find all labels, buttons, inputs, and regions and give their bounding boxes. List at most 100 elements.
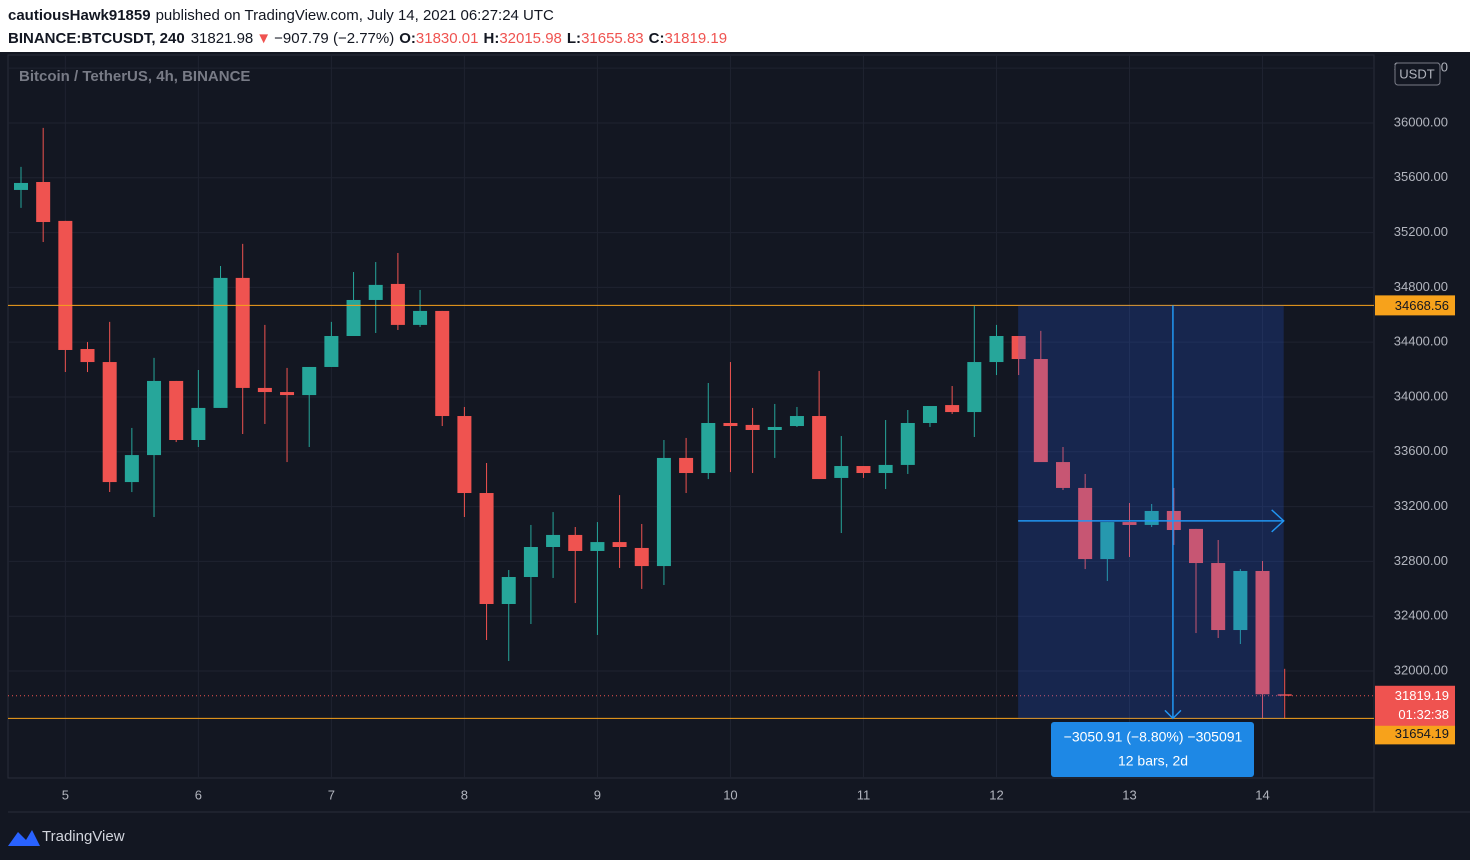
candle-body: [1277, 694, 1292, 696]
candle-body: [147, 380, 162, 456]
y-tick-label: 34800.00: [1394, 279, 1448, 294]
candle-body: [36, 182, 51, 223]
candle-body: [767, 426, 782, 430]
candle-body: [568, 534, 583, 551]
candle-body: [191, 407, 206, 440]
y-tick-label: 32800.00: [1394, 553, 1448, 568]
logo-mark: [8, 830, 40, 846]
candle-body: [834, 466, 849, 478]
countdown: 01:32:38: [1398, 707, 1449, 722]
candle-body: [14, 182, 28, 190]
candle-body: [1233, 570, 1248, 631]
candle-body: [590, 542, 605, 551]
candle-body: [634, 547, 649, 567]
publisher: cautiousHawk91859: [8, 7, 151, 24]
candle-body: [235, 277, 250, 388]
candle-body: [280, 392, 295, 396]
candle-body: [612, 542, 627, 548]
candle-body: [967, 362, 982, 413]
open: 31830.01: [416, 30, 479, 47]
x-tick-label: 12: [989, 787, 1003, 802]
candle-body: [701, 423, 716, 474]
grid: 32000.00 32400.00 32800.00 33200.00 33600.00…: [8, 55, 1448, 802]
measure-arrowhead-v: [1164, 709, 1182, 720]
candle-body: [1189, 528, 1204, 564]
pane-title: Bitcoin / TetherUS, 4h, BINANCE: [19, 68, 250, 85]
x-tick-label: 7: [328, 787, 335, 802]
candle-body: [945, 405, 960, 413]
candle-body: [656, 457, 671, 567]
x-tick-label: 6: [195, 787, 202, 802]
candle-body: [302, 366, 317, 396]
close: 31819.19: [664, 30, 727, 47]
y-tick-label: 32400.00: [1394, 608, 1448, 623]
candle-body: [546, 534, 561, 548]
high-label: H:: [483, 30, 499, 47]
candle-body: [723, 423, 738, 427]
candle-body: [501, 577, 516, 604]
arrow: ▼: [256, 30, 271, 47]
level-tag: [1375, 724, 1455, 745]
y-tick-label: 36000.00: [1394, 114, 1448, 129]
candle-body: [523, 547, 538, 578]
close-label: C:: [649, 30, 665, 47]
candle-body: [257, 387, 272, 393]
candle-body: [789, 416, 804, 427]
candle-body: [213, 277, 228, 408]
pane: [7, 54, 1375, 779]
candle-body: [900, 423, 915, 465]
candle-body: [80, 349, 95, 363]
candle-body: [346, 299, 361, 337]
candle-body: [1122, 522, 1137, 525]
level-tag: [1375, 295, 1455, 316]
currency-tag: [1394, 62, 1441, 86]
measure-span: 12 bars, 2d: [1118, 753, 1188, 769]
low: 31655.83: [581, 30, 644, 47]
x-tick-label: 5: [62, 787, 69, 802]
measure-box: [1018, 305, 1284, 719]
candle-body: [1100, 522, 1115, 560]
x-tick-label: 10: [723, 787, 737, 802]
candle-body: [922, 406, 937, 424]
y-tick-label: 34000.00: [1394, 388, 1448, 403]
candle-body: [745, 424, 760, 430]
y-tick-label: 33200.00: [1394, 498, 1448, 513]
brand: TradingView: [42, 828, 125, 845]
candle-body: [435, 310, 450, 417]
candle-body: [457, 416, 472, 494]
candle-body: [413, 310, 428, 325]
candle-body: [878, 464, 893, 474]
y-tick-label: 32000.00: [1394, 662, 1448, 677]
currency: USDT: [1399, 66, 1434, 81]
candle-body: [1078, 487, 1093, 560]
candle-body: [479, 493, 494, 604]
header-bg: [0, 0, 1470, 52]
x-tick-label: 11: [857, 787, 871, 802]
candle-body: [324, 336, 339, 367]
measure-arrowhead-h: [1271, 509, 1285, 533]
y-tick-label: 33600.00: [1394, 443, 1448, 458]
y-tick-label: 34400.00: [1394, 334, 1448, 349]
candle-body: [1255, 570, 1270, 695]
candle-body: [679, 457, 694, 474]
x-tick-label: 9: [594, 787, 601, 802]
overlay: −3050.91 (−8.80%) −305091 12 bars, 2d USDT…: [8, 62, 1455, 777]
candle-body: [1211, 563, 1226, 631]
candle-body: [1055, 462, 1070, 488]
candles: [14, 127, 1292, 719]
level-label: 34668.56: [1395, 298, 1449, 313]
measure-change: −3050.91 (−8.80%) −305091: [1064, 729, 1243, 745]
last-price-label: 31819.19: [1395, 688, 1449, 703]
published: published on TradingView.com, July 14, 2…: [156, 7, 554, 24]
candle-body: [102, 362, 117, 483]
quote-line: BINANCE:BTCUSDT, 240 31821.98 ▼ −907.79 (−2…: [8, 30, 727, 47]
candle-body: [856, 466, 871, 474]
measure-label-bg: [1051, 722, 1254, 777]
price: 31821.98: [191, 30, 254, 47]
candle-body: [989, 336, 1004, 363]
y-tick-label: 35600.00: [1394, 169, 1448, 184]
candle-body: [1011, 336, 1026, 360]
x-tick-label: 13: [1122, 787, 1136, 802]
candle-body: [169, 380, 184, 440]
